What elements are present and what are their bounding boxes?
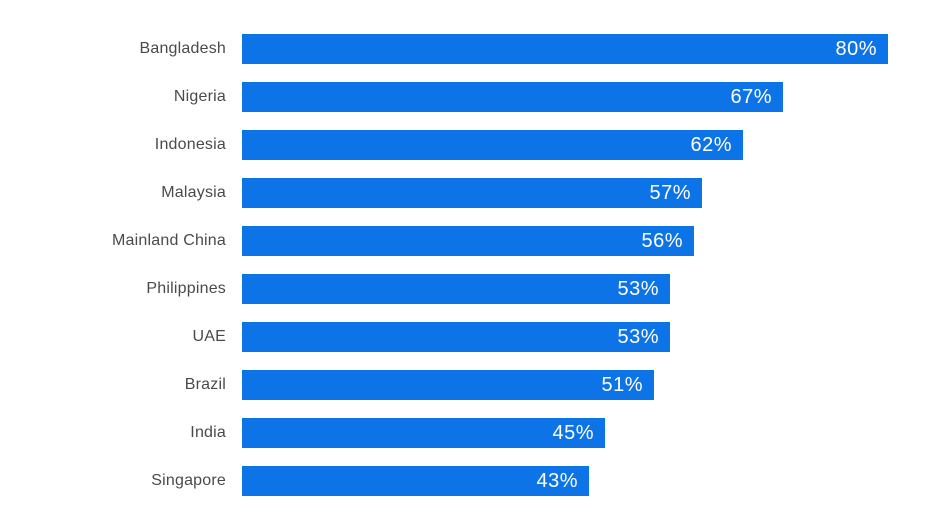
category-label: UAE [192, 328, 226, 345]
chart-row: Nigeria 67% [0, 82, 945, 112]
chart-row: Bangladesh 80% [0, 34, 945, 64]
chart-row: India 45% [0, 418, 945, 448]
value-label: 56% [641, 229, 683, 252]
category-label: India [190, 424, 226, 441]
chart-row: Philippines 53% [0, 274, 945, 304]
bar: 43% [242, 466, 589, 496]
chart-row: Mainland China 56% [0, 226, 945, 256]
bar-area: 62% [242, 130, 945, 160]
value-label: 80% [835, 37, 877, 60]
bar-area: 80% [242, 34, 945, 64]
category-label: Nigeria [173, 88, 226, 105]
value-label: 67% [730, 85, 772, 108]
bar: 57% [242, 178, 702, 208]
bar-area: 45% [242, 418, 945, 448]
value-label: 53% [617, 325, 659, 348]
bar: 67% [242, 82, 783, 112]
category-label: Indonesia [154, 136, 226, 153]
bar: 53% [242, 322, 670, 352]
category-label: Malaysia [161, 184, 226, 201]
category-label: Brazil [184, 376, 226, 393]
value-label: 43% [536, 469, 578, 492]
value-label: 51% [601, 373, 643, 396]
chart-row: Singapore 43% [0, 466, 945, 496]
bar: 51% [242, 370, 654, 400]
bar: 80% [242, 34, 888, 64]
bar-area: 51% [242, 370, 945, 400]
value-label: 45% [552, 421, 594, 444]
bar: 45% [242, 418, 605, 448]
bar: 62% [242, 130, 743, 160]
bar-area: 53% [242, 322, 945, 352]
chart-row: Malaysia 57% [0, 178, 945, 208]
bar-area: 53% [242, 274, 945, 304]
bar: 56% [242, 226, 694, 256]
category-label: Singapore [151, 472, 226, 489]
category-label: Philippines [146, 280, 226, 297]
bar-area: 57% [242, 178, 945, 208]
value-label: 57% [649, 181, 691, 204]
chart-row: UAE 53% [0, 322, 945, 352]
chart-row: Brazil 51% [0, 370, 945, 400]
bar-area: 56% [242, 226, 945, 256]
category-label: Mainland China [112, 232, 226, 249]
bar: 53% [242, 274, 670, 304]
bar-area: 43% [242, 466, 945, 496]
chart-row: Indonesia 62% [0, 130, 945, 160]
category-label: Bangladesh [139, 40, 226, 57]
chart-plot-area: Bangladesh 80% Nigeria 67% Indonesia 62% Malay… [0, 34, 945, 514]
value-label: 62% [690, 133, 732, 156]
value-label: 53% [617, 277, 659, 300]
bar-area: 67% [242, 82, 945, 112]
